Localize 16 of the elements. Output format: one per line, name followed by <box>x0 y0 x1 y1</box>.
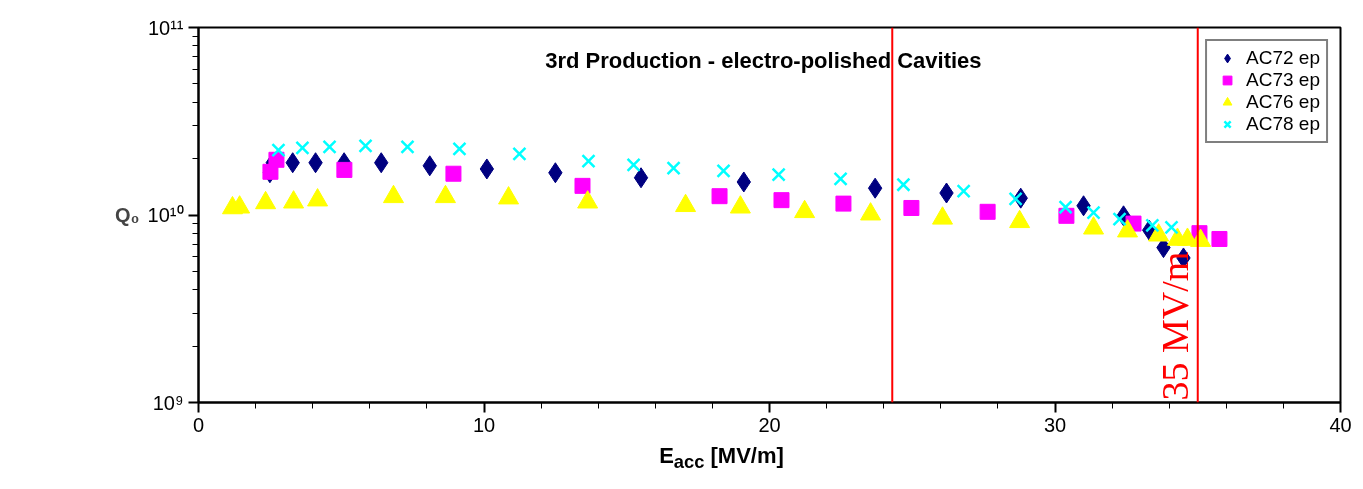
y-tick-label: 10¹¹ <box>147 16 184 39</box>
y-tick-label: 10¹⁰ <box>147 204 184 226</box>
x-tick-label: 30 <box>1043 413 1067 436</box>
x-tick-label: 0 <box>192 413 205 436</box>
x-tick-label: 10 <box>472 413 496 436</box>
legend-label: AC73 ep <box>1246 69 1320 91</box>
y-axis-title: Q₀ <box>115 204 140 226</box>
ref-line-label: 35 MV/m <box>1153 251 1196 401</box>
x-axis-title: E$_{acc}$ [MV/m] <box>659 442 784 475</box>
text: 3rd Production - electro-polished Cavities <box>545 47 982 73</box>
legend-label: AC78 ep <box>1246 113 1320 135</box>
legend-label: AC76 ep <box>1246 91 1320 113</box>
legend-label: AC72 ep <box>1246 47 1320 69</box>
y-tick-label: 10⁹ <box>152 391 184 414</box>
x-tick-label: 20 <box>758 413 781 436</box>
x-tick-label: 40 <box>1329 413 1352 436</box>
